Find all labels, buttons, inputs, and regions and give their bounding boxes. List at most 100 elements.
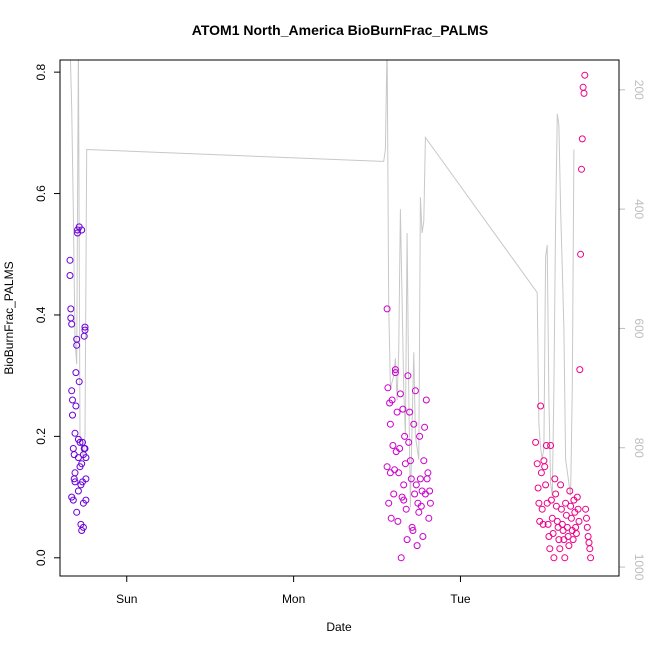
data-point [534,484,542,492]
data-point [562,511,570,519]
data-point [544,520,552,528]
data-point [546,545,554,553]
data-point [400,496,408,504]
data-point [416,475,424,483]
data-point [385,499,393,507]
data-point [406,457,414,465]
data-point [556,545,564,553]
data-point [78,226,86,234]
data-point [79,438,86,446]
data-point [404,372,412,380]
data-point [567,502,575,510]
y2-tick-label: 400 [632,199,646,219]
data-point [389,442,397,449]
data-point [401,432,409,440]
data-point [406,408,414,416]
data-point [68,320,76,328]
data-point [574,505,582,513]
chart-title: ATOM1 North_America BioBurnFrac_PALMS [192,22,488,38]
data-point [419,533,427,540]
data-point [81,326,89,334]
data-point [75,378,83,386]
data-point [384,384,392,392]
data-point [69,411,76,419]
altitude-line [69,60,575,508]
x-tick-label: Tue [450,592,471,606]
data-point [565,542,573,550]
data-point [543,499,551,507]
data-point [69,445,77,452]
data-point [420,457,428,465]
data-point [383,305,391,313]
x-axis-label: Date [326,620,352,634]
data-point [532,438,540,446]
data-point [71,469,79,477]
data-point [66,256,74,264]
data-point [386,469,394,477]
data-point [73,341,81,349]
data-point [582,505,590,513]
data-point [388,396,396,404]
data-point [573,493,581,501]
data-point [411,490,419,498]
data-point [578,135,586,143]
data-point [391,466,399,474]
data-point [563,523,571,531]
data-point [410,420,418,428]
data-point [416,432,424,440]
data-point [393,408,401,416]
data-point [70,451,78,459]
y2-tick-label: 1000 [632,554,646,581]
data-point [586,545,594,553]
y-tick-label: 0.4 [34,306,48,323]
y2-tick-label: 800 [632,438,646,458]
data-point [424,469,432,477]
data-point [82,496,90,504]
data-point [422,396,430,404]
data-point [396,445,404,452]
data-point [541,463,549,471]
data-point [391,369,399,377]
data-point [576,366,584,374]
data-point [71,429,79,437]
data-point [426,499,434,507]
data-point [426,487,434,495]
data-point [81,323,89,331]
data-point [533,460,541,468]
data-point [557,481,565,489]
data-point [79,523,87,531]
data-point [76,438,84,446]
y2-tick-label: 200 [632,80,646,100]
data-point [569,536,577,544]
data-point [405,438,413,446]
data-point [402,505,410,513]
data-point [391,366,399,374]
data-point [390,490,398,498]
data-point [78,460,86,468]
data-point [412,481,420,489]
data-point [552,490,560,498]
data-point [587,554,595,562]
data-point [397,554,405,562]
data-point [387,514,395,522]
data-point [537,402,545,410]
data-point [564,533,572,540]
data-point [383,463,391,471]
data-point [71,478,79,486]
data-point [72,369,80,377]
data-point [67,305,75,313]
data-point [551,475,559,483]
data-point [555,536,563,544]
data-point [561,554,569,562]
y2-tick-label: 600 [632,318,646,338]
data-point [69,396,76,404]
data-point [386,420,394,428]
data-point [82,475,90,483]
data-point [584,533,592,540]
data-point [575,517,583,525]
data-point [549,530,557,537]
data-point [73,508,81,516]
data-point [559,527,567,534]
y-tick-label: 0.0 [34,549,48,566]
